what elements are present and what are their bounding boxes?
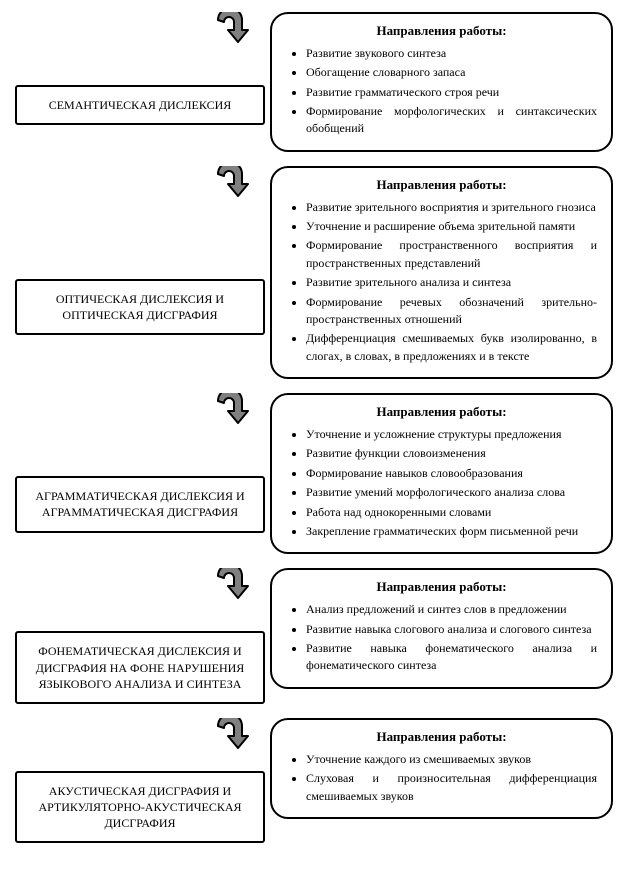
directions-list-item: Формирование речевых обозначений зритель… <box>306 294 597 329</box>
directions-list-item: Развитие навыка слогового анализа и слог… <box>306 621 597 638</box>
directions-list: Уточнение каждого из смешиваемых звуков С… <box>286 751 597 805</box>
directions-list: Развитие звукового синтеза Обогащение сло… <box>286 45 597 138</box>
category-box: АКУСТИЧЕСКАЯ ДИСГРАФИЯ И АРТИКУЛЯТОРНО-А… <box>15 771 265 844</box>
directions-box: Направления работы: Развитие зрительного … <box>270 166 613 379</box>
directions-list-item: Формирование морфологических и синтаксич… <box>306 103 597 138</box>
directions-list-item: Закрепление грамматических форм письменн… <box>306 523 597 540</box>
directions-list-item: Работа над однокоренными словами <box>306 504 597 521</box>
category-box: АГРАММАТИЧЕСКАЯ ДИСЛЕКСИЯ И АГРАММАТИЧЕС… <box>15 476 265 532</box>
directions-list: Уточнение и усложнение структуры предлож… <box>286 426 597 540</box>
block-row: СЕМАНТИЧЕСКАЯ ДИСЛЕКСИЯНаправления работ… <box>10 12 613 152</box>
directions-list-item: Развитие звукового синтеза <box>306 45 597 62</box>
block-row: ФОНЕМАТИЧЕСКАЯ ДИСЛЕКСИЯ И ДИСГРАФИЯ НА … <box>10 568 613 704</box>
directions-list-item: Уточнение и усложнение структуры предлож… <box>306 426 597 443</box>
left-column: СЕМАНТИЧЕСКАЯ ДИСЛЕКСИЯ <box>10 12 270 125</box>
directions-list-item: Развитие навыка фонематического анализа … <box>306 640 597 675</box>
directions-box: Направления работы: Уточнение и усложнени… <box>270 393 613 554</box>
curved-arrow-icon <box>212 12 252 51</box>
block-row: АГРАММАТИЧЕСКАЯ ДИСЛЕКСИЯ И АГРАММАТИЧЕС… <box>10 393 613 554</box>
directions-title: Направления работы: <box>286 403 597 422</box>
block-row: ОПТИЧЕСКАЯ ДИСЛЕКСИЯ И ОПТИЧЕСКАЯ ДИСГРА… <box>10 166 613 379</box>
directions-list-item: Анализ предложений и синтез слов в предл… <box>306 601 597 618</box>
directions-list-item: Уточнение каждого из смешиваемых звуков <box>306 751 597 768</box>
diagram-root: СЕМАНТИЧЕСКАЯ ДИСЛЕКСИЯНаправления работ… <box>10 12 613 843</box>
directions-list-item: Формирование навыков словообразования <box>306 465 597 482</box>
curved-arrow-icon <box>212 568 252 607</box>
directions-list-item: Дифференциация смешиваемых букв изолиров… <box>306 330 597 365</box>
directions-title: Направления работы: <box>286 578 597 597</box>
directions-list-item: Формирование пространственного восприяти… <box>306 237 597 272</box>
category-box: ОПТИЧЕСКАЯ ДИСЛЕКСИЯ И ОПТИЧЕСКАЯ ДИСГРА… <box>15 279 265 335</box>
category-box: СЕМАНТИЧЕСКАЯ ДИСЛЕКСИЯ <box>15 85 265 125</box>
curved-arrow-icon <box>212 166 252 205</box>
directions-list-item: Развитие зрительного анализа и синтеза <box>306 274 597 291</box>
directions-title: Направления работы: <box>286 22 597 41</box>
directions-list-item: Развитие функции словоизменения <box>306 445 597 462</box>
directions-list-item: Уточнение и расширение объема зрительной… <box>306 218 597 235</box>
category-box: ФОНЕМАТИЧЕСКАЯ ДИСЛЕКСИЯ И ДИСГРАФИЯ НА … <box>15 631 265 704</box>
directions-box: Направления работы: Развитие звукового си… <box>270 12 613 152</box>
directions-list-item: Обогащение словарного запаса <box>306 64 597 81</box>
directions-title: Направления работы: <box>286 728 597 747</box>
directions-list: Развитие зрительного восприятия и зри­те… <box>286 199 597 366</box>
directions-box: Направления работы: Уточнение каждого из … <box>270 718 613 819</box>
block-row: АКУСТИЧЕСКАЯ ДИСГРАФИЯ И АРТИКУЛЯТОРНО-А… <box>10 718 613 844</box>
directions-title: Направления работы: <box>286 176 597 195</box>
left-column: АГРАММАТИЧЕСКАЯ ДИСЛЕКСИЯ И АГРАММАТИЧЕС… <box>10 393 270 532</box>
directions-list-item: Развитие умений морфологического анализа… <box>306 484 597 501</box>
directions-list-item: Слуховая и произносительная дифференциац… <box>306 770 597 805</box>
left-column: АКУСТИЧЕСКАЯ ДИСГРАФИЯ И АРТИКУЛЯТОРНО-А… <box>10 718 270 844</box>
directions-list-item: Развитие зрительного восприятия и зри­те… <box>306 199 597 216</box>
left-column: ОПТИЧЕСКАЯ ДИСЛЕКСИЯ И ОПТИЧЕСКАЯ ДИСГРА… <box>10 166 270 335</box>
left-column: ФОНЕМАТИЧЕСКАЯ ДИСЛЕКСИЯ И ДИСГРАФИЯ НА … <box>10 568 270 704</box>
directions-list-item: Развитие грамматического строя речи <box>306 84 597 101</box>
curved-arrow-icon <box>212 393 252 432</box>
directions-box: Направления работы: Анализ предложений и … <box>270 568 613 688</box>
directions-list: Анализ предложений и синтез слов в предл… <box>286 601 597 675</box>
curved-arrow-icon <box>212 718 252 757</box>
